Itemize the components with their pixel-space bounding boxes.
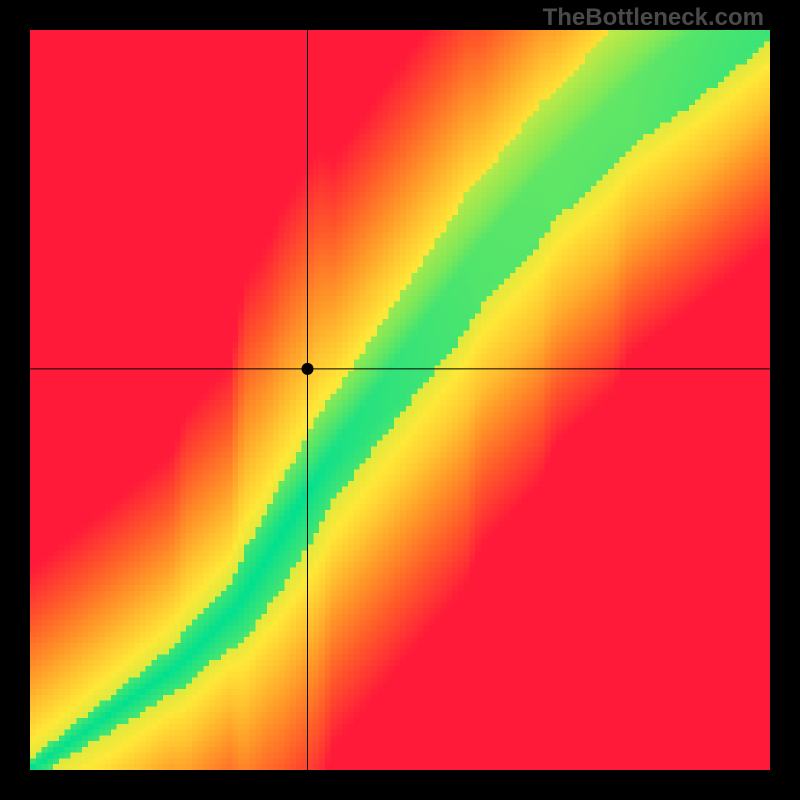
overlay-layer	[0, 0, 800, 800]
crosshair-marker	[302, 363, 314, 375]
chart-container: TheBottleneck.com	[0, 0, 800, 800]
watermark-text: TheBottleneck.com	[543, 4, 764, 32]
